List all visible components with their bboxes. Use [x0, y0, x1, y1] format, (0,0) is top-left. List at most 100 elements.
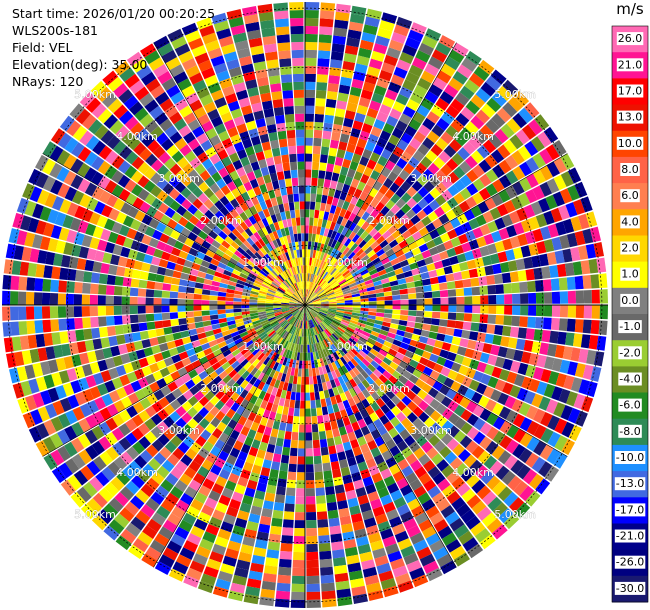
range-gate: [540, 412, 553, 427]
range-gate: [365, 483, 377, 495]
range-gate: [229, 429, 240, 440]
range-gate: [405, 235, 416, 245]
range-gate: [137, 423, 151, 436]
range-gate: [156, 190, 169, 202]
range-gate: [366, 66, 381, 78]
range-gate: [339, 208, 347, 218]
range-gate: [336, 310, 345, 314]
range-gate: [355, 364, 364, 373]
range-gate: [392, 146, 405, 158]
range-gate: [390, 285, 400, 291]
range-gate: [299, 298, 305, 305]
range-gate: [118, 110, 134, 125]
range-gate: [195, 380, 206, 391]
range-gate: [479, 124, 494, 139]
range-gate: [390, 343, 400, 352]
range-gate: [233, 422, 244, 433]
range-gate: [302, 305, 305, 313]
range-gate: [435, 97, 450, 111]
range-gate: [519, 417, 533, 432]
range-gate: [295, 311, 301, 318]
range-gate: [327, 238, 334, 247]
colorbar-tick-label: -8.0: [619, 425, 640, 438]
range-gate: [164, 441, 177, 454]
range-gate: [359, 291, 368, 296]
range-gate: [377, 155, 388, 167]
range-gate: [326, 292, 335, 297]
range-gate: [185, 299, 194, 305]
range-gate: [209, 395, 220, 406]
range-gate: [447, 425, 460, 438]
range-gate: [195, 435, 207, 447]
range-gate: [301, 328, 304, 337]
range-gate: [265, 557, 279, 567]
range-gate: [128, 460, 142, 475]
range-gate: [269, 319, 278, 325]
range-gate: [130, 122, 144, 136]
range-gate: [228, 369, 238, 379]
range-gate: [318, 34, 332, 44]
range-gate: [320, 307, 329, 310]
range-gate: [485, 169, 499, 183]
range-gate: [383, 475, 396, 487]
range-gate: [502, 79, 519, 96]
range-gate: [306, 559, 319, 569]
range-gate: [269, 331, 277, 339]
range-gate: [249, 345, 258, 353]
range-gate: [282, 162, 291, 172]
range-gate: [255, 277, 264, 284]
range-gate: [458, 365, 469, 376]
range-gate: [435, 194, 447, 206]
range-gate: [375, 212, 385, 222]
range-gate: [45, 251, 56, 266]
range-gate: [217, 528, 232, 541]
range-gate: [141, 214, 153, 226]
range-gate: [286, 289, 294, 295]
range-gate: [170, 533, 186, 547]
range-gate: [404, 144, 417, 157]
range-gate: [310, 249, 314, 258]
range-gate: [306, 543, 318, 553]
range-gate: [301, 336, 304, 345]
range-gate: [205, 330, 214, 337]
range-gate: [67, 474, 82, 491]
range-gate: [423, 479, 437, 492]
range-gate: [361, 388, 371, 399]
range-gate: [345, 249, 353, 258]
range-gate: [373, 369, 382, 378]
range-gate: [316, 267, 321, 276]
range-gate: [430, 104, 445, 118]
range-gate: [367, 237, 376, 246]
range-gate: [468, 218, 480, 230]
range-gate: [362, 450, 374, 461]
range-gate: [231, 491, 244, 503]
range-gate: [273, 502, 285, 512]
range-gate: [284, 292, 292, 297]
range-gate: [366, 385, 376, 395]
range-gate: [411, 505, 425, 518]
range-gate: [185, 305, 194, 312]
colorbar-tick-label: 4.0: [621, 215, 639, 228]
range-gate: [476, 506, 492, 521]
range-gate: [360, 298, 369, 302]
range-gate: [347, 251, 356, 260]
range-gate: [145, 373, 156, 385]
range-gate: [43, 453, 58, 470]
range-gate: [531, 341, 542, 354]
range-gate: [290, 161, 298, 171]
range-gate: [328, 325, 336, 332]
range-gate: [111, 170, 124, 184]
range-gate: [187, 204, 198, 215]
range-gate: [300, 225, 305, 234]
range-gate: [314, 471, 324, 481]
range-gate: [574, 363, 586, 378]
range-gate: [179, 473, 193, 486]
range-gate: [220, 521, 234, 533]
range-gate: [305, 257, 308, 266]
range-gate: [347, 360, 356, 370]
range-gate: [424, 405, 436, 417]
range-gate: [504, 294, 513, 304]
range-gate: [308, 320, 312, 329]
range-gate: [192, 198, 203, 209]
range-gate: [305, 416, 312, 425]
